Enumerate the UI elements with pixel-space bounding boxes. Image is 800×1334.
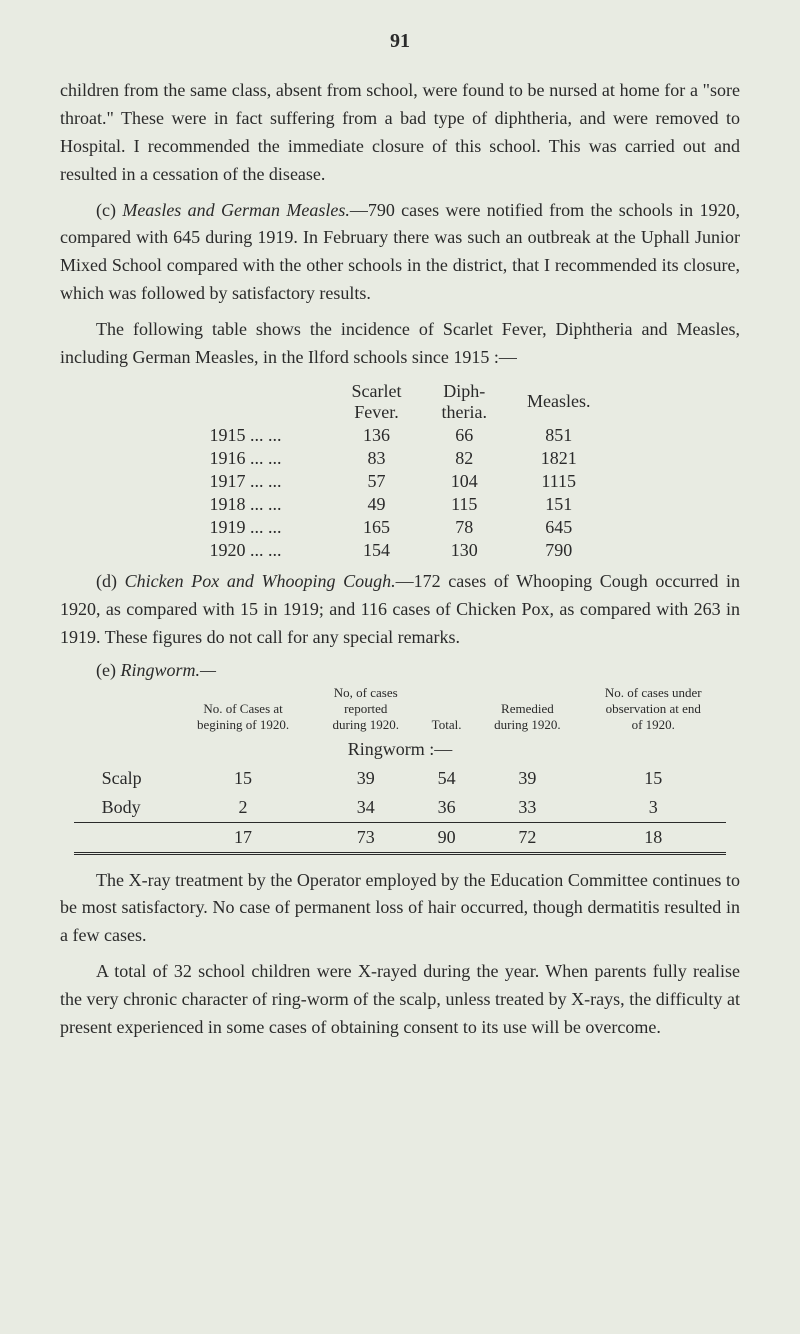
table2-h3: Total. bbox=[418, 683, 474, 735]
table2-cell bbox=[74, 822, 173, 853]
table2-h2: No, of cases reported during 1920. bbox=[313, 683, 418, 735]
table2-cell: 15 bbox=[580, 764, 726, 793]
table1-cell: 115 bbox=[422, 493, 507, 516]
table1-cell: 49 bbox=[332, 493, 422, 516]
table2-row: Scalp 15 39 54 39 15 bbox=[74, 764, 727, 793]
table2-cell: 39 bbox=[475, 764, 580, 793]
table2-cell: 34 bbox=[313, 793, 418, 823]
table2-cell: 54 bbox=[418, 764, 474, 793]
table2-row: Body 2 34 36 33 3 bbox=[74, 793, 727, 823]
table2-cell: Scalp bbox=[74, 764, 173, 793]
table2-cell: 39 bbox=[313, 764, 418, 793]
paragraph-5: (e) Ringworm.— bbox=[96, 660, 740, 681]
table-fever: Scarlet Fever. Diph- theria. Measles. 19… bbox=[190, 380, 611, 562]
table2-cell: 15 bbox=[173, 764, 313, 793]
paragraph-1: children from the same class, absent fro… bbox=[60, 77, 740, 189]
page-number: 91 bbox=[60, 30, 740, 53]
paragraph-4: (d) Chicken Pox and Whooping Cough.—172 … bbox=[60, 568, 740, 652]
para5-italic: Ringworm.— bbox=[120, 660, 216, 680]
table1-cell: 790 bbox=[507, 539, 610, 562]
table1-cell: 1917 ... ... bbox=[190, 470, 332, 493]
table1-cell: 151 bbox=[507, 493, 610, 516]
table1-cell: 154 bbox=[332, 539, 422, 562]
paragraph-7: A total of 32 school children were X-ray… bbox=[60, 958, 740, 1042]
table1-cell: 136 bbox=[332, 424, 422, 447]
table1-cell: 57 bbox=[332, 470, 422, 493]
table2-h5: No. of cases under observation at end of… bbox=[580, 683, 726, 735]
table1-cell: 78 bbox=[422, 516, 507, 539]
para5-lead: (e) bbox=[96, 660, 120, 680]
table2-total-row: 17 73 90 72 18 bbox=[74, 822, 727, 853]
table2-cell: 17 bbox=[173, 822, 313, 853]
table2-cell: 18 bbox=[580, 822, 726, 853]
table1-h2: Diph- theria. bbox=[422, 380, 507, 424]
table1-cell: 645 bbox=[507, 516, 610, 539]
table1-cell: 1918 ... ... bbox=[190, 493, 332, 516]
table1-cell: 1919 ... ... bbox=[190, 516, 332, 539]
table1-row: 1916 ... ... 83 82 1821 bbox=[190, 447, 611, 470]
table2-cell: 36 bbox=[418, 793, 474, 823]
paragraph-3: The following table shows the incidence … bbox=[60, 316, 740, 372]
table1-cell: 66 bbox=[422, 424, 507, 447]
table1-cell: 1821 bbox=[507, 447, 610, 470]
para4-italic: Chicken Pox and Whooping Cough. bbox=[125, 571, 396, 591]
para2-lead: (c) bbox=[96, 200, 122, 220]
table2-header-row: No. of Cases at begining of 1920. No, of… bbox=[74, 683, 727, 735]
table1-cell: 82 bbox=[422, 447, 507, 470]
table1-row: 1915 ... ... 136 66 851 bbox=[190, 424, 611, 447]
table1-cell: 1916 ... ... bbox=[190, 447, 332, 470]
table2-cell: Body bbox=[74, 793, 173, 823]
table2-cell: 33 bbox=[475, 793, 580, 823]
table1-h0 bbox=[190, 380, 332, 424]
table1-row: 1920 ... ... 154 130 790 bbox=[190, 539, 611, 562]
page-container: 91 children from the same class, absent … bbox=[0, 0, 800, 1090]
table1-h3: Measles. bbox=[507, 380, 610, 424]
table-ringworm: No. of Cases at begining of 1920. No, of… bbox=[74, 683, 727, 855]
table1-cell: 1920 ... ... bbox=[190, 539, 332, 562]
table1-cell: 851 bbox=[507, 424, 610, 447]
table2-h4: Remedied during 1920. bbox=[475, 683, 580, 735]
paragraph-6: The X-ray treatment by the Operator empl… bbox=[60, 867, 740, 951]
table1-cell: 165 bbox=[332, 516, 422, 539]
table1-h1: Scarlet Fever. bbox=[332, 380, 422, 424]
table1-row: 1919 ... ... 165 78 645 bbox=[190, 516, 611, 539]
table2-cell: 3 bbox=[580, 793, 726, 823]
table1-header-row: Scarlet Fever. Diph- theria. Measles. bbox=[190, 380, 611, 424]
table1-row: 1918 ... ... 49 115 151 bbox=[190, 493, 611, 516]
para4-lead: (d) bbox=[96, 571, 125, 591]
table1-cell: 1115 bbox=[507, 470, 610, 493]
table2-ringworm-label-row: Ringworm :— bbox=[74, 735, 727, 764]
table2-cell: 73 bbox=[313, 822, 418, 853]
table2-cell: 2 bbox=[173, 793, 313, 823]
paragraph-2: (c) Measles and German Measles.—790 case… bbox=[60, 197, 740, 309]
table2-h1: No. of Cases at begining of 1920. bbox=[173, 683, 313, 735]
ringworm-label: Ringworm :— bbox=[74, 735, 727, 764]
table2-h0 bbox=[74, 683, 173, 735]
table1-row: 1917 ... ... 57 104 1115 bbox=[190, 470, 611, 493]
table2-cell: 90 bbox=[418, 822, 474, 853]
table2-cell: 72 bbox=[475, 822, 580, 853]
table1-cell: 104 bbox=[422, 470, 507, 493]
para2-italic: Measles and German Measles. bbox=[122, 200, 350, 220]
table1-cell: 130 bbox=[422, 539, 507, 562]
table1-cell: 83 bbox=[332, 447, 422, 470]
table1-cell: 1915 ... ... bbox=[190, 424, 332, 447]
